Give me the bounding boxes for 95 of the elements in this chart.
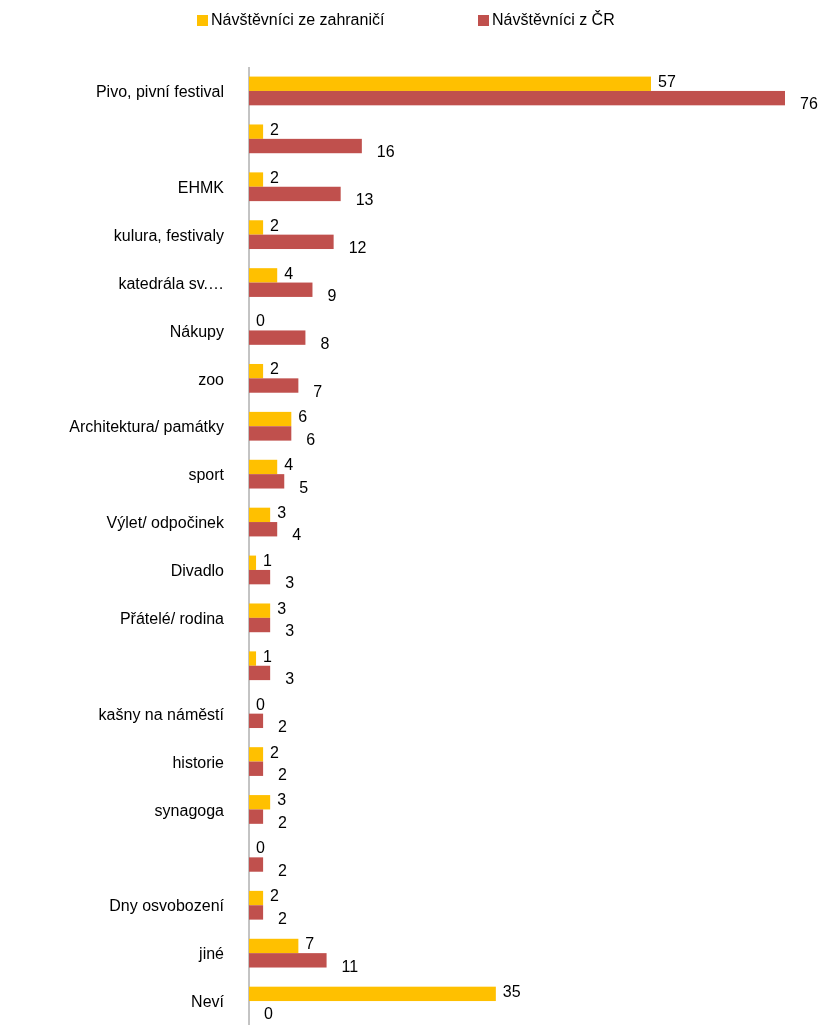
data-label: 2 <box>278 909 288 927</box>
bar <box>249 378 299 393</box>
data-label: 1 <box>263 551 273 569</box>
bar <box>249 124 264 139</box>
data-label: 6 <box>298 408 308 426</box>
data-label: 12 <box>348 239 367 257</box>
data-label: 2 <box>270 120 280 138</box>
y-tick-label: Neví <box>191 993 225 1011</box>
data-label: 2 <box>278 765 288 783</box>
data-label: 2 <box>270 743 280 761</box>
data-label: 2 <box>270 360 280 378</box>
bar <box>249 938 299 954</box>
bar <box>249 953 327 968</box>
data-label: 3 <box>277 791 287 809</box>
data-label: 7 <box>313 382 323 400</box>
bar <box>249 330 306 345</box>
bar <box>249 905 264 920</box>
data-label: 3 <box>277 599 287 617</box>
bar <box>249 986 496 1002</box>
data-label: 16 <box>376 143 395 161</box>
data-label: 0 <box>256 695 265 713</box>
bar <box>249 761 264 776</box>
y-tick-label: jiné <box>198 945 225 963</box>
y-tick-label: Pivo, pivní festival <box>95 83 224 101</box>
data-label: 57 <box>658 72 676 90</box>
bar <box>249 651 257 666</box>
bar <box>249 268 278 283</box>
bar <box>249 795 271 810</box>
data-label: 3 <box>277 504 287 522</box>
bar <box>249 617 271 633</box>
data-label: 2 <box>270 887 280 905</box>
bar <box>249 138 362 154</box>
data-label: 3 <box>285 622 295 640</box>
bar <box>249 857 264 872</box>
y-tick-label: synagoga <box>154 801 225 819</box>
data-label: 9 <box>327 286 337 304</box>
data-label: 5 <box>299 478 309 496</box>
data-label: 2 <box>278 718 288 736</box>
bar <box>249 507 271 523</box>
bar <box>249 234 334 250</box>
data-label: 7 <box>305 935 315 953</box>
bar <box>249 459 278 475</box>
y-tick-label: Nákupy <box>169 322 224 340</box>
y-tick-label: zoo <box>198 370 225 388</box>
bar <box>249 665 271 681</box>
legend-label: Návštěvníci z ČR <box>492 10 615 29</box>
bar <box>249 713 264 729</box>
bar <box>249 426 292 441</box>
data-label: 3 <box>285 670 295 688</box>
data-label: 4 <box>284 264 294 282</box>
bar <box>249 186 341 202</box>
data-label: 11 <box>341 957 359 975</box>
bar <box>249 474 285 489</box>
bar <box>249 809 264 824</box>
bar <box>249 747 264 762</box>
bar <box>249 76 651 91</box>
y-tick-label: Divadlo <box>170 562 225 580</box>
data-label: 2 <box>278 861 288 879</box>
data-label: 0 <box>256 839 265 857</box>
bar <box>249 220 264 235</box>
y-tick-label: kulura, festivaly <box>113 226 224 244</box>
data-label: 8 <box>320 334 330 352</box>
data-label: 0 <box>256 312 265 330</box>
legend-label: Návštěvníci ze zahraničí <box>211 11 385 29</box>
y-tick-label: Dny osvobození <box>109 897 225 915</box>
bar <box>249 90 785 106</box>
data-label: 2 <box>270 168 280 186</box>
data-label: 35 <box>502 983 521 1001</box>
y-tick-label: historie <box>172 753 225 771</box>
data-label: 3 <box>285 574 295 592</box>
data-label: 4 <box>292 526 302 544</box>
data-label: 4 <box>284 456 294 474</box>
data-label: 76 <box>800 95 818 113</box>
bar <box>249 172 264 187</box>
bar <box>249 569 271 585</box>
bar <box>249 411 292 427</box>
bar <box>249 522 278 537</box>
bar <box>249 363 264 379</box>
data-label: 2 <box>270 216 280 234</box>
data-label: 1 <box>263 647 273 665</box>
data-label: 2 <box>278 813 288 831</box>
y-tick-label: Přátelé/ rodina <box>119 610 225 628</box>
data-label: 0 <box>264 1005 273 1023</box>
y-tick-label: kašny na náměstí <box>98 705 225 723</box>
data-label: 13 <box>355 191 374 209</box>
y-tick-label: sport <box>188 466 225 484</box>
data-label: 6 <box>306 430 316 448</box>
bar <box>249 282 313 297</box>
bar <box>249 890 264 906</box>
y-tick-label: katedrála sv.… <box>118 274 224 292</box>
y-tick-label: EHMK <box>177 178 225 196</box>
y-tick-label: Architektura/ památky <box>69 418 224 436</box>
bar <box>249 555 257 570</box>
bar <box>249 603 271 618</box>
y-tick-label: Výlet/ odpočinek <box>106 514 225 532</box>
